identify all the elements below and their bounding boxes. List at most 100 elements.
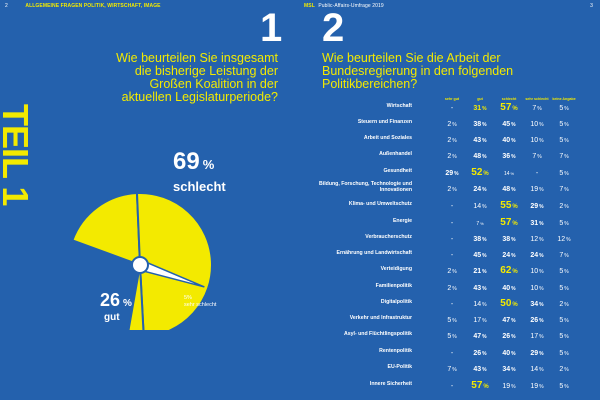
cell-value: 45 bbox=[502, 121, 511, 128]
table-cell: 14% bbox=[494, 162, 524, 180]
row-label: Rentenpolitik bbox=[379, 348, 412, 354]
table-row: Bildung, Forschung, Technologie und Inno… bbox=[300, 178, 600, 196]
cell-value: 40 bbox=[502, 137, 511, 144]
table-cell: 14% bbox=[522, 358, 552, 376]
cell-percent: % bbox=[512, 269, 518, 275]
table-cell: 12% bbox=[549, 228, 579, 246]
cell-value: 7 bbox=[559, 153, 564, 160]
cell-value: 50 bbox=[500, 298, 512, 309]
table-cell: 40% bbox=[494, 129, 524, 147]
cell-value: 19 bbox=[530, 186, 539, 193]
table-cell: 10% bbox=[522, 277, 552, 295]
teil-label: TEIL 1 bbox=[0, 104, 36, 205]
cell-value: 17 bbox=[473, 317, 482, 324]
cell-percent: % bbox=[564, 286, 569, 292]
cell-value: 14 bbox=[473, 203, 482, 210]
table-cell: - bbox=[437, 97, 467, 115]
cell-percent: % bbox=[452, 334, 457, 340]
cell-percent: % bbox=[539, 204, 544, 210]
table-row: Steuern und Finanzen 2% 38% 45% 10% 5% bbox=[300, 113, 600, 131]
cell-percent: % bbox=[512, 106, 518, 112]
row-label: Energie bbox=[392, 218, 412, 224]
table-cell: 10% bbox=[522, 260, 552, 278]
cell-percent: % bbox=[510, 171, 515, 176]
cell-percent: % bbox=[511, 367, 516, 373]
cell-value: 26 bbox=[502, 333, 511, 340]
table-cell: 2% bbox=[549, 195, 579, 213]
cell-percent: % bbox=[482, 367, 487, 373]
cell-value: 12 bbox=[557, 236, 566, 243]
table-cell: 34% bbox=[494, 358, 524, 376]
table-row: Verteidigung 2% 21% 62% 10% 5% bbox=[300, 260, 600, 278]
cell-percent: % bbox=[539, 384, 544, 390]
cell-percent: % bbox=[539, 187, 544, 193]
schlecht-percent: % bbox=[202, 157, 215, 172]
cell-value: 26 bbox=[473, 350, 482, 357]
cell-value: 5 bbox=[559, 105, 564, 112]
table-row: Arbeit und Soziales 2% 43% 40% 10% 5% bbox=[300, 129, 600, 147]
gauge-needle bbox=[131, 256, 205, 288]
cell-value: 45 bbox=[473, 252, 482, 259]
row-label: Ernährung und Landwirtschaft bbox=[336, 250, 412, 256]
row-label: Wirtschaft bbox=[386, 103, 412, 109]
table-row: Asyl- und Flüchtlingspolitik 5% 47% 26% 17% 5… bbox=[300, 325, 600, 343]
cell-percent: % bbox=[482, 253, 487, 259]
table-cell: 24% bbox=[494, 244, 524, 262]
table-cell: 19% bbox=[522, 375, 552, 393]
cell-value: 10 bbox=[530, 137, 539, 144]
cell-percent: % bbox=[511, 286, 516, 292]
table-cell: 40% bbox=[494, 277, 524, 295]
question-2-text: Wie beurteilen Sie die Arbeit der Bundes… bbox=[322, 52, 592, 91]
cell-value: 48 bbox=[502, 186, 511, 193]
row-label: Innere Sicherheit bbox=[369, 381, 412, 387]
cell-value: 38 bbox=[473, 236, 482, 243]
table-cell: 7% bbox=[465, 212, 495, 230]
cell-value: 31 bbox=[473, 105, 482, 112]
cell-value: 29 bbox=[445, 170, 454, 177]
table-cell: 47% bbox=[494, 309, 524, 327]
cell-value: - bbox=[450, 236, 454, 243]
cell-value: 7 bbox=[559, 186, 564, 193]
gauge-chart bbox=[71, 192, 213, 330]
sehr-schlecht-label: sehr schlecht bbox=[184, 302, 217, 308]
cell-value: 34 bbox=[502, 366, 511, 373]
table-cell: 62% bbox=[494, 260, 524, 278]
cell-value: 5 bbox=[559, 268, 564, 275]
brand-logo: MSL bbox=[304, 3, 315, 9]
cell-percent: % bbox=[452, 122, 457, 128]
cell-value: 40 bbox=[502, 350, 511, 357]
cell-value: - bbox=[450, 105, 454, 112]
row-label: Asyl- und Flüchtlingspolitik bbox=[343, 331, 412, 337]
table-cell: 57% bbox=[494, 97, 524, 115]
cell-percent: % bbox=[564, 367, 569, 373]
column-header-gut: gut bbox=[477, 97, 483, 101]
table-cell: 24% bbox=[465, 178, 495, 196]
table-cell: 38% bbox=[465, 113, 495, 131]
cell-value: 21 bbox=[473, 268, 482, 275]
cell-value: 62 bbox=[500, 265, 512, 276]
cell-percent: % bbox=[482, 318, 487, 324]
cell-value: 10 bbox=[530, 285, 539, 292]
cell-value: 5 bbox=[447, 333, 452, 340]
cell-value: 7 bbox=[447, 366, 452, 373]
table-row: Ernährung und Landwirtschaft -45% 24% 24% 7% bbox=[300, 244, 600, 262]
table-cell: - bbox=[437, 293, 467, 311]
gut-stat: 26% bbox=[100, 290, 132, 311]
table-cell: - bbox=[437, 375, 467, 393]
cell-value: 5 bbox=[559, 121, 564, 128]
row-label: Familienpolitik bbox=[375, 283, 412, 289]
cell-value: 57 bbox=[471, 380, 483, 391]
table-cell: 17% bbox=[522, 325, 552, 343]
cell-value: 5 bbox=[559, 317, 564, 324]
cell-percent: % bbox=[537, 154, 542, 160]
table-cell: 5% bbox=[437, 309, 467, 327]
table-cell: 5% bbox=[549, 113, 579, 131]
cell-value: 43 bbox=[473, 366, 482, 373]
right-page-number: 3 bbox=[590, 3, 593, 9]
cell-percent: % bbox=[566, 237, 571, 243]
cell-value: 5 bbox=[559, 170, 564, 177]
cell-percent: % bbox=[511, 237, 516, 243]
cell-value: 7 bbox=[559, 252, 564, 259]
cell-percent: % bbox=[483, 171, 489, 177]
table-cell: 55% bbox=[494, 195, 524, 213]
